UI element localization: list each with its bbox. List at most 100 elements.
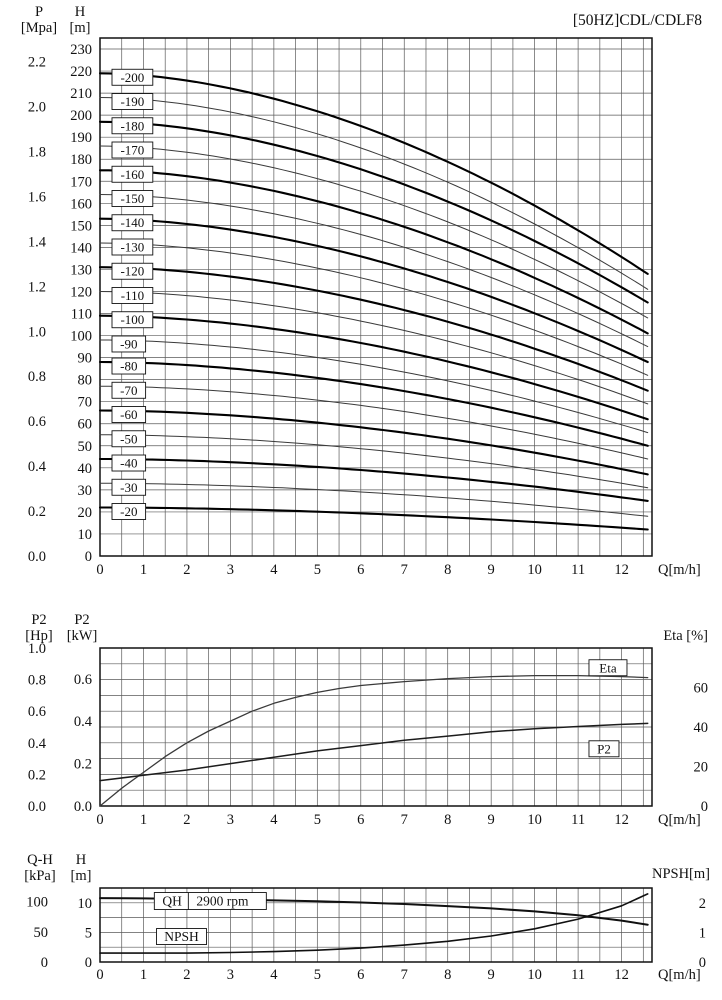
kw-tick-label: 0.6: [74, 672, 92, 688]
p-tick-label: 1.4: [28, 234, 47, 250]
npsh-tag-box: [156, 928, 207, 945]
eta-tick-label: 40: [694, 720, 709, 736]
p-tick-label: 1.0: [28, 324, 46, 340]
curve-tag--20-box: [111, 503, 147, 520]
curve--100: [98, 314, 649, 421]
h-tick-label: 120: [70, 284, 92, 300]
curve--90: [99, 339, 649, 434]
efficiency-axis-title: Eta [%]: [663, 628, 708, 644]
callout-P2-box: [588, 740, 620, 758]
kpa-axis-name: Q-H: [27, 852, 53, 868]
x-tick-label: 9: [488, 812, 495, 828]
x-tick-label: 6: [357, 967, 364, 983]
x-tick-label: 3: [227, 967, 234, 983]
h-tick-label: 200: [70, 108, 92, 124]
power-kw-axis-name: P2: [74, 612, 90, 628]
h-tick-label: 20: [78, 505, 93, 521]
kpa-axis-unit: [kPa]: [24, 868, 56, 884]
p-tick-label: 0.4: [28, 459, 47, 475]
curve-tag--150-label: -150: [120, 191, 144, 206]
callout-Eta-box: [588, 659, 628, 677]
h-tick-label: 0: [85, 955, 92, 971]
curve-tag--100-box: [111, 311, 154, 329]
kpa-tick-label: 50: [34, 925, 49, 941]
x-tick-label: 8: [444, 967, 451, 983]
x-tick-label: 3: [227, 562, 234, 578]
curve-tag--80-label: -80: [120, 359, 137, 374]
x-tick-label: 2: [183, 967, 190, 983]
x-tick-label: 2: [183, 562, 190, 578]
curve--80: [98, 360, 649, 447]
npsh-tag-label: NPSH: [164, 929, 199, 944]
curve-tag--160-label: -160: [120, 167, 144, 182]
h-tick-label: 10: [78, 527, 93, 543]
x-tick-label: 5: [314, 812, 321, 828]
curve--30: [99, 482, 649, 517]
h-tick-label: 220: [70, 64, 92, 80]
kpa-axis-title: Q-H [kPa]: [12, 852, 68, 884]
x-tick-label: 7: [401, 812, 408, 828]
h-tick-label: 150: [70, 218, 92, 234]
kpa-tick-label: 100: [26, 895, 48, 911]
curve-tag--140-box: [111, 214, 154, 232]
x-tick-label: 6: [357, 812, 364, 828]
x-axis-label: Q[m/h]: [658, 812, 701, 828]
x-tick-label: 6: [357, 562, 364, 578]
h-tick-label: 130: [70, 262, 92, 278]
h-tick-label: 70: [78, 395, 93, 411]
curve--180: [98, 120, 649, 304]
bottom-head-axis-unit: [m]: [70, 868, 92, 884]
plot-border: [99, 647, 653, 807]
x-tick-label: 4: [270, 812, 278, 828]
curve--190: [99, 97, 649, 290]
hp-tick-label: 0.4: [28, 736, 47, 752]
x-tick-label: 11: [571, 562, 585, 578]
curve--60: [98, 409, 649, 476]
curve-tag--100-label: -100: [120, 312, 144, 327]
pressure-axis-title: P [Mpa]: [16, 4, 62, 36]
qh-tag-label: QH: [162, 894, 182, 909]
curve-NPSH: [99, 893, 649, 954]
p-tick-label: 2.2: [28, 55, 46, 71]
p-tick-label: 0.0: [28, 549, 46, 565]
npsh-tick-label: 0: [699, 955, 706, 971]
x-tick-label: 9: [488, 967, 495, 983]
hp-tick-label: 0.0: [28, 799, 46, 815]
h-tick-label: 40: [78, 461, 93, 477]
curve-tag--140-label: -140: [120, 215, 144, 230]
p-tick-label: 0.2: [28, 504, 46, 520]
curve-tag--130-box: [111, 238, 154, 256]
h-tick-label: 140: [70, 240, 92, 256]
kw-tick-label: 0.0: [74, 799, 92, 815]
x-tick-label: 7: [401, 967, 408, 983]
p-tick-label: 0.8: [28, 369, 46, 385]
x-tick-label: 1: [140, 812, 147, 828]
speed-label: 2900 rpm: [196, 894, 249, 909]
h-tick-label: 90: [78, 351, 93, 367]
curve--140: [98, 217, 649, 364]
h-tick-label: 100: [70, 329, 92, 345]
x-tick-label: 1: [140, 967, 147, 983]
curve-P2: [99, 722, 649, 782]
x-tick-label: 4: [270, 967, 278, 983]
curve--150: [99, 194, 649, 348]
x-tick-label: 10: [527, 562, 542, 578]
head-axis-name: H: [74, 4, 86, 20]
p-tick-label: 1.8: [28, 145, 46, 161]
curve-tag--190-label: -190: [120, 94, 144, 109]
curve-tag--30-box: [111, 478, 147, 496]
curve-tag--200-box: [111, 68, 154, 86]
p-tick-label: 2.0: [28, 100, 46, 116]
h-tick-label: 160: [70, 196, 92, 212]
kw-tick-label: 0.4: [74, 714, 93, 730]
curve-tag--200-label: -200: [120, 70, 144, 85]
h-tick-label: 5: [85, 925, 92, 941]
curve-tag--50-label: -50: [120, 431, 137, 446]
curve--50: [99, 434, 649, 489]
x-tick-label: 0: [96, 562, 103, 578]
pressure-axis-unit: [Mpa]: [20, 20, 58, 36]
callout-Eta-label: Eta: [599, 660, 617, 675]
x-tick-label: 0: [96, 812, 103, 828]
